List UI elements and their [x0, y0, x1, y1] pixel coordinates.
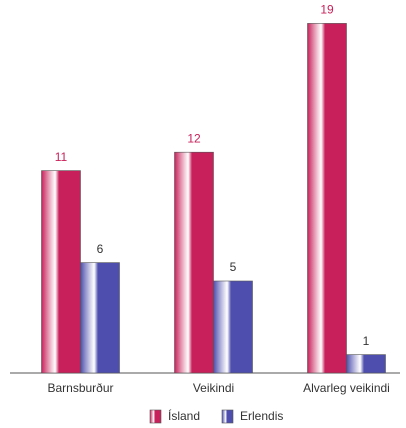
bar [307, 23, 347, 374]
value-label: 11 [55, 150, 68, 164]
legend-label: Ísland [168, 408, 200, 423]
value-label: 19 [320, 3, 334, 17]
bar [174, 151, 214, 374]
bar [346, 354, 386, 374]
bar [213, 280, 253, 374]
value-label: 5 [230, 260, 237, 274]
x-tick-label: Veikindi [193, 381, 234, 395]
value-label: 6 [97, 242, 104, 256]
bar [80, 262, 120, 374]
legend-label: Erlendis [240, 409, 283, 423]
bar [41, 170, 81, 374]
value-label: 1 [363, 334, 370, 348]
value-label: 12 [187, 131, 201, 145]
legend-swatch [221, 409, 234, 424]
x-tick-label: Alvarleg veikindi [303, 381, 390, 395]
legend-swatch [149, 409, 162, 424]
x-tick-label: Barnsburður [47, 381, 113, 395]
